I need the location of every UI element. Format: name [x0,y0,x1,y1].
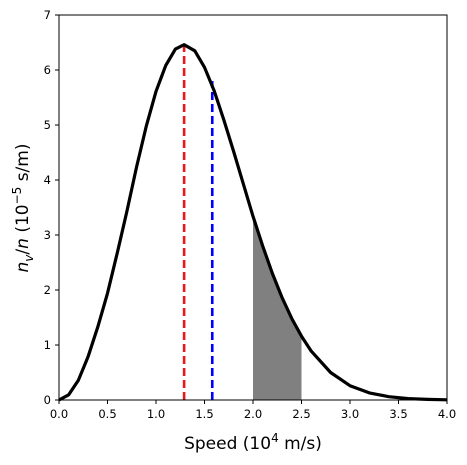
x-tick-label: 3.0 [341,407,359,421]
y-tick-label: 5 [44,118,51,132]
plot-area [58,43,448,402]
y-tick-label: 7 [44,8,51,22]
y-tick-label: 0 [44,393,51,407]
y-axis-label: nv/n (10−5 s/m) [10,144,36,273]
y-tick-label: 2 [44,283,51,297]
x-tick-label: 0.0 [50,407,68,421]
y-tick-label: 4 [44,173,51,187]
y-tick-label: 1 [44,338,51,352]
y-axis-ticks: 0 1 2 3 4 5 6 7 [44,8,59,407]
distribution-curve [58,43,448,402]
shaded-region [253,216,302,400]
x-tick-label: 2.0 [244,407,262,421]
x-axis-ticks: 0.0 0.5 1.0 1.5 2.0 2.5 3.0 3.5 4.0 [50,400,456,421]
x-tick-label: 1.5 [195,407,213,421]
x-tick-label: 2.5 [292,407,310,421]
y-tick-label: 3 [44,228,51,242]
x-tick-label: 0.5 [98,407,116,421]
x-tick-label: 1.0 [147,407,165,421]
x-axis-label: Speed (104 m/s) [184,431,322,454]
x-tick-label: 4.0 [438,407,456,421]
x-tick-label: 3.5 [389,407,407,421]
y-tick-label: 6 [44,63,51,77]
